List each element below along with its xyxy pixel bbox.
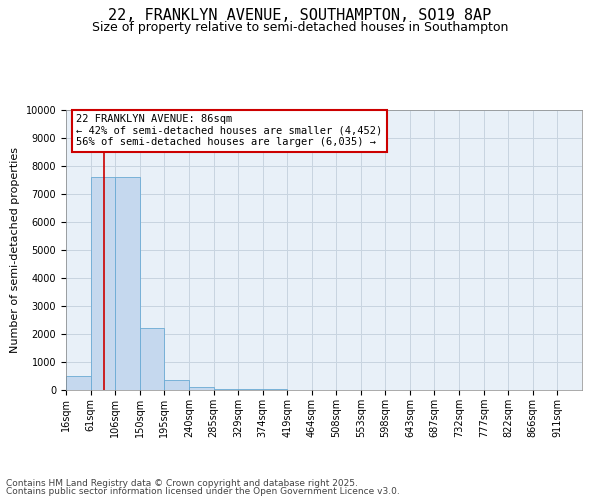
Text: Contains HM Land Registry data © Crown copyright and database right 2025.: Contains HM Land Registry data © Crown c…: [6, 478, 358, 488]
Bar: [66, 376, 91, 390]
Text: Size of property relative to semi-detached houses in Southampton: Size of property relative to semi-detach…: [92, 21, 508, 34]
Bar: [164, 380, 189, 390]
Text: Contains public sector information licensed under the Open Government Licence v3: Contains public sector information licen…: [6, 487, 400, 496]
Bar: [91, 177, 115, 390]
Text: 22 FRANKLYN AVENUE: 86sqm
← 42% of semi-detached houses are smaller (4,452)
56% : 22 FRANKLYN AVENUE: 86sqm ← 42% of semi-…: [76, 114, 383, 148]
Bar: [115, 177, 140, 390]
Bar: [189, 387, 214, 390]
Y-axis label: Number of semi-detached properties: Number of semi-detached properties: [10, 147, 20, 353]
Bar: [140, 328, 164, 390]
Bar: [214, 388, 238, 390]
Bar: [238, 389, 263, 390]
Text: 22, FRANKLYN AVENUE, SOUTHAMPTON, SO19 8AP: 22, FRANKLYN AVENUE, SOUTHAMPTON, SO19 8…: [109, 8, 491, 22]
